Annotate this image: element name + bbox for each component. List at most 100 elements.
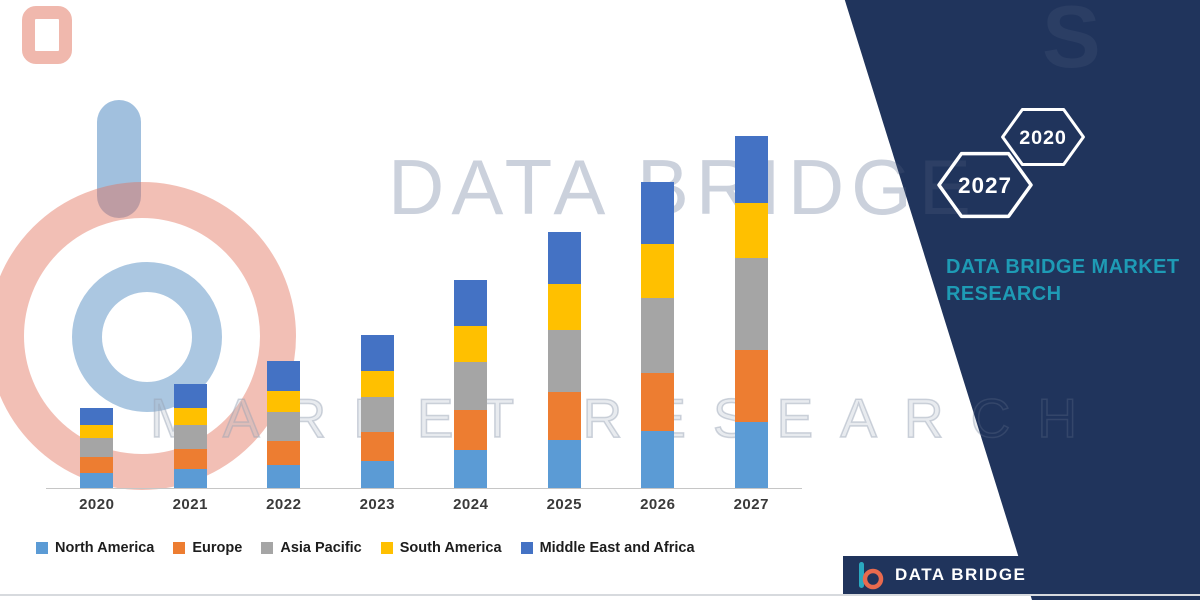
bar-segment-europe xyxy=(80,457,114,473)
bar-segment-europe xyxy=(641,373,675,431)
bar-segment-south-america xyxy=(547,284,581,330)
bar-segment-north-america xyxy=(173,469,207,488)
bar-stack xyxy=(80,408,114,488)
x-axis-label: 2023 xyxy=(359,495,395,513)
legend-item-europe: Europe xyxy=(173,540,242,556)
bar-stack xyxy=(641,182,675,488)
bar-stack xyxy=(360,335,394,488)
x-axis-label: 2022 xyxy=(266,495,302,513)
bar-stack xyxy=(547,232,581,488)
x-axis-label: 2026 xyxy=(640,495,676,513)
brand-heading-line2: RESEARCH xyxy=(946,283,1062,305)
bar-segment-north-america xyxy=(734,422,768,488)
x-axis-label: 2024 xyxy=(453,495,489,513)
bar-segment-europe xyxy=(173,449,207,469)
bar-segment-asia-pacific xyxy=(734,258,768,350)
x-axis-label: 2021 xyxy=(172,495,208,513)
bar-column-2024: 2024 xyxy=(426,128,516,520)
bar-segment-asia-pacific xyxy=(641,298,675,373)
databridge-logo-icon xyxy=(859,562,884,590)
bar-segment-north-america xyxy=(80,473,114,488)
bar-segment-europe xyxy=(734,350,768,422)
stacked-bar-chart: 2020 2021 2022 2023 2024 2025 2026 2027 xyxy=(50,128,798,520)
bar-segment-europe xyxy=(547,392,581,440)
hexagon-year-label: 2027 xyxy=(958,173,1012,198)
bar-segment-middle-east-and-africa xyxy=(267,361,301,391)
x-axis-label: 2025 xyxy=(546,495,582,513)
bar-segment-europe xyxy=(267,441,301,465)
bar-stack xyxy=(734,136,768,488)
bar-segment-north-america xyxy=(454,450,488,488)
hexagon-outline xyxy=(1001,107,1085,167)
brand-heading: DATA BRIDGE MARKET RESEARCH xyxy=(946,254,1179,308)
bar-segment-south-america xyxy=(267,391,301,412)
bar-segment-middle-east-and-africa xyxy=(734,136,768,203)
bar-segment-europe xyxy=(454,410,488,450)
panel-ghost-letter: S xyxy=(1042,0,1101,86)
footer-logo-strip: DATA BRIDGE xyxy=(843,556,1200,594)
bar-stack xyxy=(173,384,207,488)
bar-segment-middle-east-and-africa xyxy=(360,335,394,371)
bar-segment-south-america xyxy=(454,326,488,362)
watermark-row-text: MARKET RESEARCH xyxy=(149,386,1105,450)
brand-heading-line1: DATA BRIDGE MARKET xyxy=(946,256,1180,278)
bar-segment-asia-pacific xyxy=(80,438,114,457)
legend-swatch xyxy=(173,542,186,554)
legend-item-north-america: North America xyxy=(36,540,154,556)
legend-label: South America xyxy=(399,540,502,556)
x-axis-label: 2027 xyxy=(733,495,769,513)
legend-label: Middle East and Africa xyxy=(539,540,695,556)
bar-segment-middle-east-and-africa xyxy=(641,182,675,244)
legend-swatch xyxy=(261,542,274,554)
bar-segment-asia-pacific xyxy=(173,425,207,449)
legend-label: North America xyxy=(55,540,155,556)
hexagon-badge-2020: 2020 xyxy=(1001,107,1085,167)
bar-segment-europe xyxy=(360,432,394,461)
hexagon-year-label: 2020 xyxy=(1019,127,1066,149)
bar-column-2021: 2021 xyxy=(145,128,235,520)
bar-segment-south-america xyxy=(641,244,675,298)
legend-item-middle-east-and-africa: Middle East and Africa xyxy=(520,540,695,556)
bar-segment-south-america xyxy=(360,371,394,397)
bar-segment-asia-pacific xyxy=(547,330,581,392)
bar-segment-north-america xyxy=(547,440,581,488)
bar-segment-middle-east-and-africa xyxy=(547,232,581,284)
x-axis-line xyxy=(46,488,802,489)
legend-item-asia-pacific: Asia Pacific xyxy=(261,540,362,556)
bar-segment-asia-pacific xyxy=(360,397,394,432)
bar-segment-middle-east-and-africa xyxy=(454,280,488,326)
bar-segment-south-america xyxy=(173,408,207,425)
bar-stack xyxy=(454,280,488,488)
legend-swatch xyxy=(520,542,533,554)
hexagon-outline xyxy=(937,151,1033,219)
legend-swatch xyxy=(380,542,393,554)
bar-segment-middle-east-and-africa xyxy=(80,408,114,425)
bar-segment-north-america xyxy=(641,431,675,488)
footer-logo-text: DATA BRIDGE xyxy=(895,565,1027,584)
legend-item-south-america: South America xyxy=(380,540,502,556)
bar-segment-middle-east-and-africa xyxy=(173,384,207,408)
legend: North America Europe Asia Pacific South Ame… xyxy=(36,540,695,556)
bar-segment-asia-pacific xyxy=(267,412,301,441)
bar-segment-south-america xyxy=(80,425,114,438)
bar-stack xyxy=(267,361,301,488)
bar-column-2026: 2026 xyxy=(613,128,703,520)
watermark-big-text: DATA BRIDGE xyxy=(388,143,978,231)
bottom-border-line xyxy=(0,594,1200,596)
bar-segment-asia-pacific xyxy=(454,362,488,410)
bar-column-2023: 2023 xyxy=(332,128,422,520)
hexagon-badge-2027: 2027 xyxy=(937,151,1033,219)
x-axis-label: 2020 xyxy=(79,495,115,513)
bar-column-2020: 2020 xyxy=(52,128,142,520)
legend-label: Asia Pacific xyxy=(280,540,362,556)
logo-square-watermark-shape xyxy=(22,6,72,64)
bar-segment-north-america xyxy=(267,465,301,488)
legend-swatch xyxy=(36,542,48,554)
legend-label: Europe xyxy=(192,540,243,556)
bar-segment-north-america xyxy=(360,461,394,488)
bar-segment-south-america xyxy=(734,203,768,258)
bar-column-2025: 2025 xyxy=(519,128,609,520)
bar-column-2027: 2027 xyxy=(706,128,796,520)
bar-column-2022: 2022 xyxy=(239,128,329,520)
